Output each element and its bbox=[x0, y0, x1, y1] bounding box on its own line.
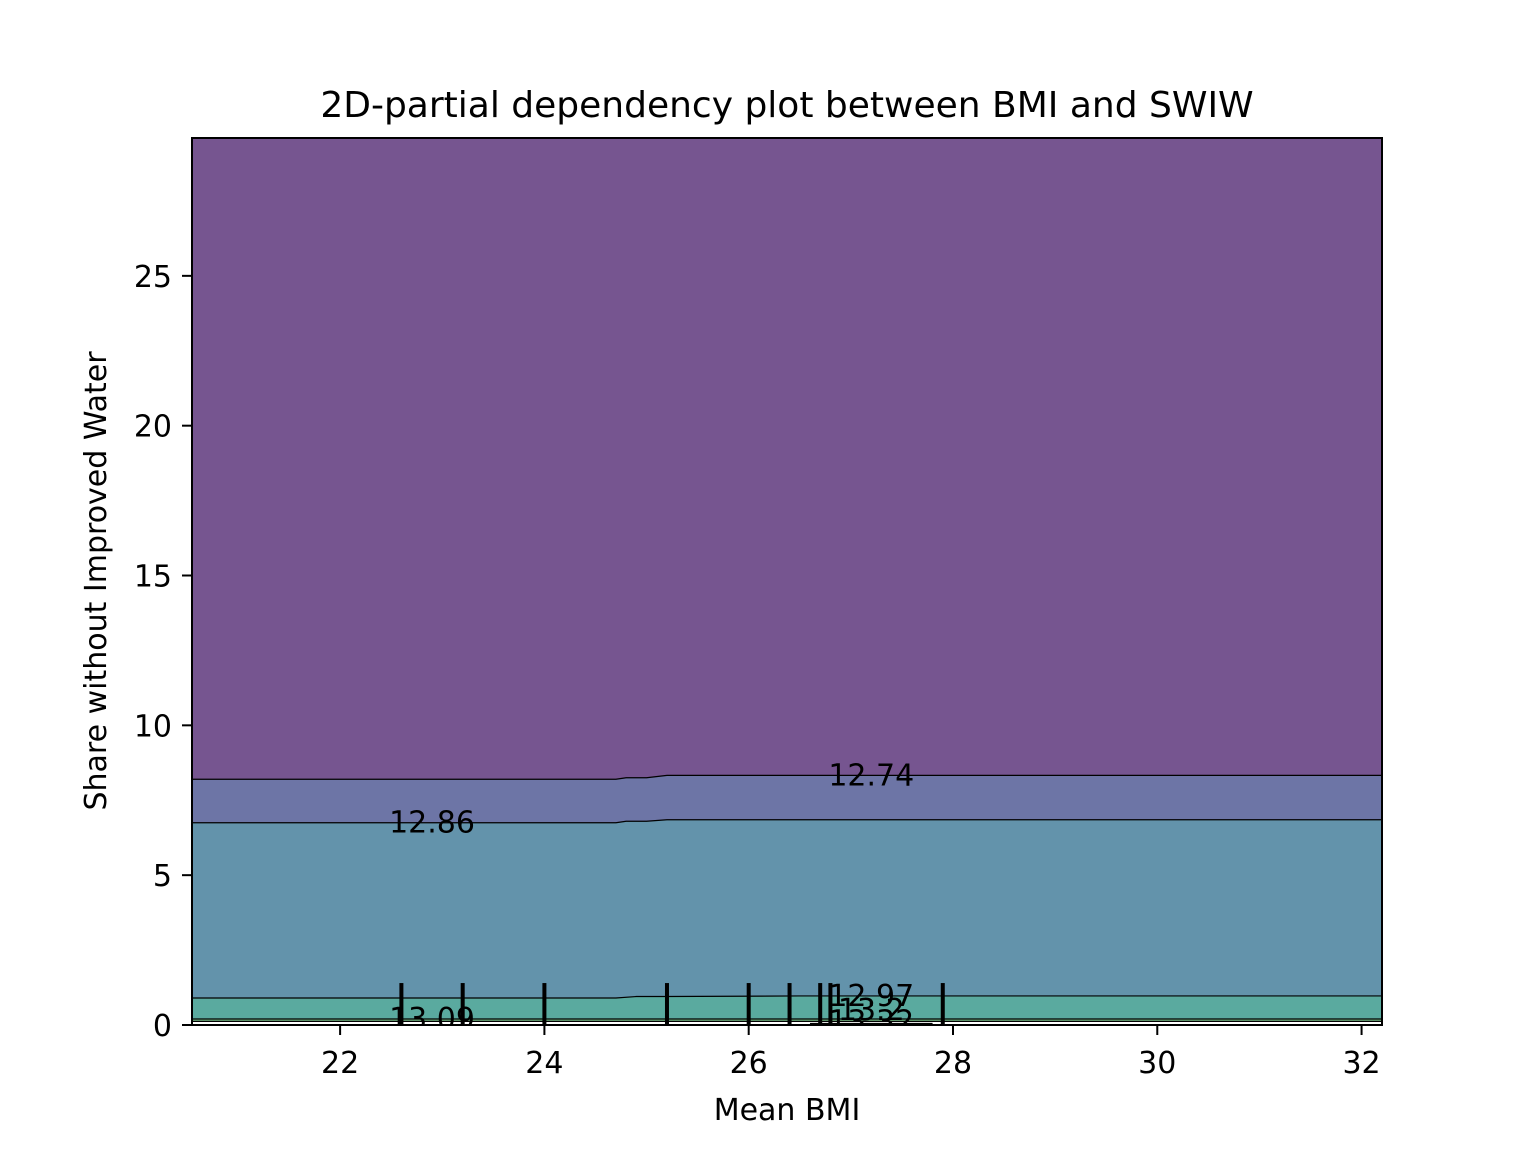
contour-label: 13.32 bbox=[828, 1004, 914, 1039]
x-tick-label: 22 bbox=[321, 1046, 359, 1081]
contour-label: 12.86 bbox=[389, 806, 475, 841]
y-axis: 0 5 10 15 20 25 bbox=[134, 260, 192, 1044]
contour-label: 13.09 bbox=[389, 1002, 475, 1037]
x-tick-label: 24 bbox=[525, 1046, 563, 1081]
contour-label: 12.97 bbox=[828, 979, 914, 1014]
plot-area: 12.74 12.86 12.97 13.09 13.213.32 bbox=[192, 138, 1382, 1039]
contour-line-0 bbox=[192, 774, 1382, 780]
contour-label: 13.2 bbox=[838, 993, 905, 1028]
y-tick-label: 20 bbox=[134, 410, 172, 445]
plot-frame bbox=[191, 137, 1383, 1026]
contour-band-1 bbox=[192, 775, 1382, 823]
x-axis-label: Mean BMI bbox=[714, 1093, 861, 1128]
chart-title: 2D-partial dependency plot between BMI a… bbox=[320, 85, 1253, 126]
y-tick-label: 5 bbox=[153, 859, 172, 894]
contour-line-1 bbox=[192, 819, 1382, 824]
x-tick-label: 30 bbox=[1138, 1046, 1176, 1081]
x-tick-label: 28 bbox=[934, 1046, 972, 1081]
y-axis-label: Share without Improved Water bbox=[79, 351, 114, 811]
y-tick-label: 25 bbox=[134, 260, 172, 295]
x-tick-label: 32 bbox=[1342, 1046, 1380, 1081]
contour-label: 12.74 bbox=[828, 758, 914, 793]
contour-band-2 bbox=[192, 819, 1382, 999]
y-tick-label: 0 bbox=[153, 1009, 172, 1044]
contour-band-3 bbox=[192, 995, 1382, 1020]
x-axis: 22 24 26 28 30 32 bbox=[321, 1025, 1381, 1081]
x-tick-label: 26 bbox=[730, 1046, 768, 1081]
y-tick-label: 15 bbox=[134, 560, 172, 595]
rug-layer bbox=[399, 983, 945, 1025]
contour-band-0 bbox=[192, 138, 1382, 780]
y-tick-label: 10 bbox=[134, 709, 172, 744]
